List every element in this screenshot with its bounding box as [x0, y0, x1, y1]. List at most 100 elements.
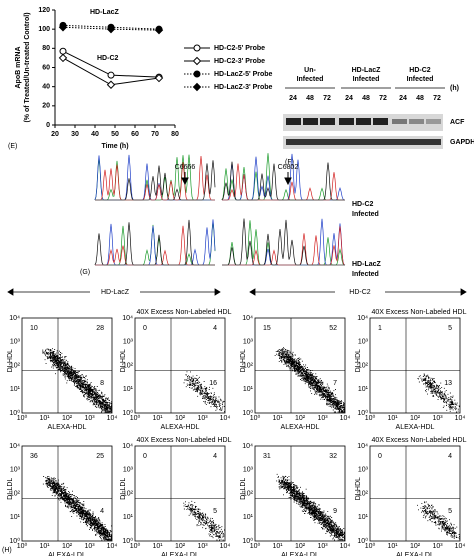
y-tick-label: 40 — [42, 84, 50, 91]
trace-label: Infected — [352, 271, 379, 278]
quadrant-value: 0 — [143, 453, 147, 460]
panel-label: (E) — [8, 143, 17, 150]
x-axis-label: ALEXA-HDL — [48, 424, 87, 431]
x-tick-label: 10¹ — [152, 543, 163, 550]
quadrant-value: 25 — [96, 453, 104, 460]
quadrant-value: 5 — [448, 508, 452, 515]
y-tick-label: 10⁴ — [242, 443, 253, 450]
quadrant-value: 4 — [448, 453, 452, 460]
trace-label: HD-LacZ — [352, 261, 382, 268]
marker — [107, 71, 115, 79]
marker — [106, 80, 116, 89]
y-tick-label: 60 — [42, 64, 50, 71]
band-label: GAPDH — [450, 139, 474, 146]
quadrant-value: 5 — [448, 325, 452, 332]
x-tick-label: 10² — [62, 543, 73, 550]
quadrant-value: 1 — [378, 325, 382, 332]
x-tick-label: 10⁰ — [130, 414, 141, 422]
marker — [58, 23, 68, 32]
y-axis-label: DI-HDL — [120, 349, 127, 372]
x-tick-label: 70 — [151, 131, 159, 138]
y-tick-label: 10⁴ — [122, 443, 133, 450]
x-tick-label: 10⁰ — [365, 414, 376, 422]
site-label: C6666 — [175, 164, 196, 171]
y-tick-label: 10³ — [243, 467, 254, 474]
x-tick-label: 10³ — [197, 543, 208, 550]
x-tick-label: 40 — [91, 131, 99, 138]
y-tick-label: 10³ — [243, 339, 254, 346]
y-tick-label: 10² — [123, 362, 134, 369]
y-tick-label: 10⁰ — [357, 409, 368, 417]
event-dots — [42, 475, 112, 541]
y-tick-label: 10¹ — [358, 514, 369, 521]
time-label: 72 — [379, 95, 387, 102]
y-tick-label: 10¹ — [243, 514, 254, 521]
time-label: 48 — [416, 95, 424, 102]
plot-frame — [254, 317, 346, 414]
y-axis-label: ApoB mRNA — [15, 47, 22, 89]
y-tick-label: 10² — [243, 490, 254, 497]
marker — [154, 73, 164, 83]
marker — [58, 53, 68, 63]
x-tick-label: 10⁴ — [340, 543, 351, 550]
x-axis-label: Time (h) — [101, 143, 128, 150]
plot-title: 40X Excess Non-Labeled HDL — [137, 437, 232, 444]
trace-label: Infected — [352, 211, 379, 218]
flow-plot: 1 5 13 40X Excess Non-Labeled HDL ALEXA-HDL D… — [355, 309, 467, 431]
quadrant-value: 52 — [329, 325, 337, 332]
y-tick-label: 10⁰ — [357, 537, 368, 545]
x-axis-label: ALEXA-HDL — [396, 424, 435, 431]
y-axis-label: DI-LDL — [240, 478, 247, 500]
x-tick-label: 10³ — [317, 543, 328, 550]
x-tick-label: 10⁴ — [107, 543, 118, 550]
y-tick-label: 80 — [42, 45, 50, 52]
plot-frame — [21, 445, 113, 542]
time-label: 24 — [399, 95, 407, 102]
x-tick-label: 10³ — [317, 415, 328, 422]
y-tick-label: 10⁰ — [242, 537, 253, 545]
legend-label: HD-C2-3' Probe — [214, 58, 265, 65]
x-tick-label: 10¹ — [272, 415, 283, 422]
x-tick-label: 10³ — [197, 415, 208, 422]
x-tick-label: 10³ — [432, 415, 443, 422]
group-label: HD-LacZ — [101, 289, 130, 296]
y-tick-label: 10¹ — [10, 386, 21, 393]
x-tick-label: 10¹ — [39, 543, 50, 550]
x-tick-label: 10² — [62, 415, 73, 422]
x-tick-label: 10⁴ — [220, 415, 231, 422]
trace — [222, 218, 346, 266]
quadrant-value: 5 — [213, 508, 217, 515]
panel-label: (F) — [285, 159, 294, 166]
y-tick-label: 10⁴ — [242, 315, 253, 322]
trace-label: HD-C2 — [352, 201, 373, 208]
y-tick-label: 10³ — [10, 467, 21, 474]
trace — [95, 160, 216, 201]
y-tick-label: 10² — [358, 362, 369, 369]
plot-frame — [21, 317, 113, 414]
event-dots — [183, 500, 225, 541]
x-tick-label: 50 — [111, 131, 119, 138]
y-axis-label: DI-HDL — [240, 349, 247, 372]
plot-frame — [134, 445, 226, 542]
trace — [95, 156, 215, 201]
unit-label: (h) — [450, 85, 459, 92]
site-arrow — [181, 172, 189, 186]
y-axis-label: DI-HDL — [355, 349, 362, 372]
x-axis-label: ALEXA-LDL — [396, 552, 434, 556]
group-label: HD-C2 — [349, 289, 370, 296]
event-dots — [183, 371, 225, 413]
quadrant-value: 9 — [333, 508, 337, 515]
x-tick-label: 10¹ — [272, 543, 283, 550]
x-tick-label: 60 — [131, 131, 139, 138]
event-dots — [417, 501, 460, 540]
trace — [222, 220, 346, 266]
quadrant-value: 4 — [213, 453, 217, 460]
panel-label: (G) — [80, 269, 90, 276]
quadrant-value: 36 — [30, 453, 38, 460]
group-label: Un- — [304, 67, 316, 74]
event-dots — [276, 473, 345, 541]
x-tick-label: 10⁴ — [455, 415, 466, 422]
